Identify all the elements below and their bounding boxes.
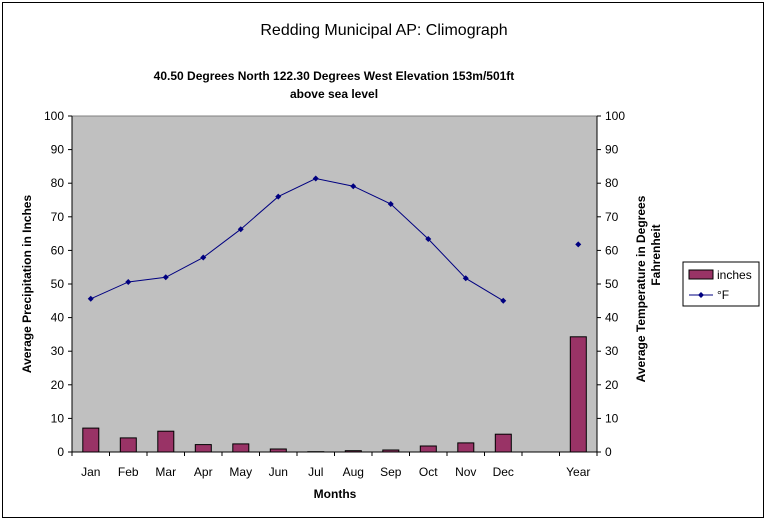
point-feb [125, 278, 132, 285]
point-may [237, 226, 244, 233]
left-tick-label: 10 [51, 411, 65, 425]
left-tick-label: 80 [51, 176, 65, 190]
legend-swatch-inches [688, 269, 714, 280]
point-apr [200, 254, 207, 261]
chart-subtitle-line1: 40.50 Degrees North 122.30 Degrees West … [154, 69, 515, 83]
right-tick-label: 20 [605, 378, 619, 392]
right-tick-label: 80 [605, 176, 619, 190]
legend: inches °F [682, 261, 760, 307]
left-tick-label: 90 [51, 143, 65, 157]
right-tick-label: 50 [605, 277, 619, 291]
bar-jan [82, 427, 100, 453]
bar-year [569, 336, 587, 453]
right-tick-label: 0 [605, 445, 612, 459]
chart-title: Redding Municipal AP: Climograph [260, 22, 507, 39]
right-tick-label: 90 [605, 143, 619, 157]
point-nov [462, 275, 469, 282]
legend-box [682, 261, 760, 307]
bar-nov [457, 442, 475, 453]
bar-mar [157, 430, 175, 453]
left-tick-label: 60 [51, 243, 65, 257]
bar-oct [419, 445, 437, 453]
point-jan [87, 295, 94, 302]
x-tick-label-nov: Nov [455, 465, 476, 479]
x-axis-ticks: Jan Feb Mar Apr May Jun Jul Aug Sep Oct Nov Dec Year [71, 452, 598, 479]
left-tick-label: 50 [51, 277, 65, 291]
x-tick-label-jan: Jan [81, 465, 100, 479]
bar-feb [119, 437, 137, 453]
left-tick-label: 20 [51, 378, 65, 392]
point-aug [350, 183, 357, 190]
left-tick-label: 100 [44, 109, 64, 123]
x-axis-label: Months [314, 487, 357, 501]
x-tick-label-oct: Oct [419, 465, 438, 479]
right-axis-ticks: 0 10 20 30 40 50 60 70 80 90 100 [597, 109, 625, 459]
left-tick-label: 40 [51, 311, 65, 325]
x-tick-label-year: Year [566, 465, 590, 479]
bar-may [232, 443, 250, 453]
x-tick-label-apr: Apr [194, 465, 213, 479]
precipitation-bars [82, 336, 587, 453]
legend-label-inches: inches [717, 268, 752, 282]
x-tick-label-aug: Aug [343, 465, 364, 479]
legend-label-temperature: °F [717, 288, 729, 302]
bar-apr [194, 444, 212, 453]
left-axis-label: Average Precipitation in Inches [20, 195, 34, 374]
left-tick-label: 70 [51, 210, 65, 224]
point-oct [425, 235, 432, 242]
left-tick-label: 30 [51, 344, 65, 358]
right-tick-label: 40 [605, 311, 619, 325]
x-tick-label-feb: Feb [118, 465, 139, 479]
point-jun [275, 193, 282, 200]
left-axis-ticks: 0 10 20 30 40 50 60 70 80 90 100 [44, 109, 72, 459]
point-jul [312, 175, 319, 182]
point-sep [387, 201, 394, 208]
right-tick-label: 70 [605, 210, 619, 224]
x-tick-label-jun: Jun [269, 465, 288, 479]
right-tick-label: 10 [605, 411, 619, 425]
x-tick-label-may: May [229, 465, 252, 479]
chart-subtitle-line2: above sea level [290, 87, 378, 101]
right-axis-label-line2: Fahrenheit [649, 224, 663, 285]
temperature-line [87, 175, 582, 304]
x-tick-label-mar: Mar [155, 465, 176, 479]
x-tick-label-dec: Dec [493, 465, 514, 479]
right-tick-label: 60 [605, 243, 619, 257]
legend-marker-temperature [698, 292, 704, 298]
right-tick-label: 100 [605, 109, 625, 123]
plot-area [71, 115, 598, 453]
left-tick-label: 0 [57, 445, 64, 459]
right-tick-label: 30 [605, 344, 619, 358]
point-year [575, 241, 582, 248]
x-tick-label-sep: Sep [380, 465, 402, 479]
right-axis-label-line1: Average Temperature in Degrees [634, 195, 648, 382]
point-dec [500, 297, 507, 304]
bar-dec [494, 433, 512, 453]
x-tick-label-jul: Jul [308, 465, 323, 479]
temperature-polyline [90, 177, 504, 302]
point-mar [162, 274, 169, 281]
